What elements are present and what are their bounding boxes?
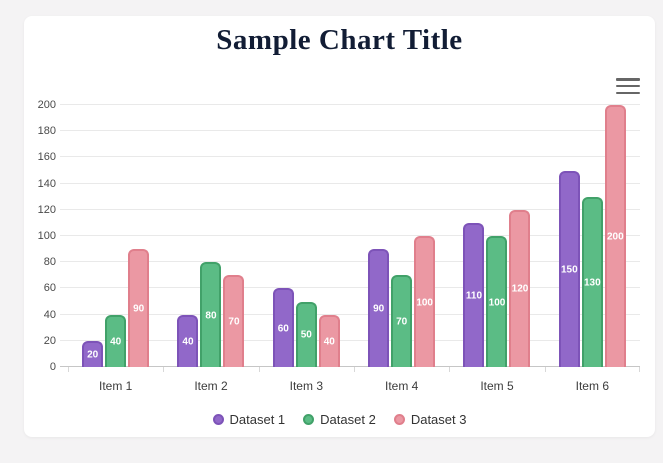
- chart-plot-area: 0 20 40 60 80 100 120 140 160 180 200 20 40 90 Item 1 4…: [38, 99, 640, 393]
- x-axis-tick: [544, 367, 546, 372]
- y-axis-tick-label: 180: [37, 125, 56, 138]
- bar-group-item-5: 110 100 120: [449, 209, 544, 367]
- bar-value-label: 60: [277, 323, 289, 335]
- gridline: [60, 287, 640, 289]
- bar-dataset-1-item-6[interactable]: 150: [558, 170, 580, 367]
- bar-group-item-3: 60 50 40: [259, 288, 354, 367]
- legend-label: Dataset 2: [320, 412, 376, 427]
- bar-value-label: 80: [205, 310, 217, 322]
- y-axis-tick-label: 0: [49, 361, 56, 373]
- bar-group-item-6: 150 130 200: [545, 105, 640, 367]
- x-axis-label-item-4: Item 4: [384, 379, 419, 393]
- chart-legend: Dataset 1 Dataset 2 Dataset 3: [24, 412, 655, 427]
- x-axis-label-item-5: Item 5: [480, 379, 514, 393]
- bar-dataset-1-item-4[interactable]: 90: [368, 249, 390, 367]
- chart-menu-button[interactable]: [616, 78, 640, 94]
- bar-dataset-1-item-2[interactable]: 40: [177, 314, 199, 367]
- bar-value-label: 20: [87, 349, 99, 361]
- x-axis-tick: [163, 367, 165, 372]
- gridline: [60, 339, 640, 341]
- gridline: [60, 208, 640, 210]
- legend-swatch-icon: [212, 414, 224, 425]
- bar-dataset-2-item-6[interactable]: 130: [581, 196, 603, 367]
- x-axis-tick: [449, 367, 451, 372]
- x-axis-label-item-1: Item 1: [98, 379, 133, 393]
- bar-dataset-2-item-2[interactable]: 80: [200, 262, 222, 367]
- gridline: [60, 104, 640, 105]
- bar-value-label: 40: [323, 336, 335, 348]
- legend-label: Dataset 1: [229, 412, 286, 427]
- bar-value-label: 200: [606, 231, 624, 243]
- bar-dataset-2-item-1[interactable]: 40: [105, 314, 127, 367]
- legend-swatch-icon: [393, 414, 405, 425]
- x-axis-label-item-2: Item 2: [194, 379, 228, 393]
- y-axis-tick-label: 60: [43, 282, 56, 295]
- bar-group-item-4: 90 70 100: [354, 236, 449, 367]
- bar-group-item-1: 20 40 90: [68, 249, 163, 367]
- bar-dataset-1-item-5[interactable]: 110: [463, 222, 485, 367]
- bar-dataset-3-item-2[interactable]: 70: [223, 275, 245, 367]
- x-axis-line: [60, 366, 640, 367]
- gridline: [60, 261, 640, 263]
- bar-dataset-3-item-3[interactable]: 40: [318, 314, 340, 367]
- bar-dataset-3-item-4[interactable]: 100: [414, 236, 436, 367]
- bar-value-label: 90: [133, 303, 145, 315]
- gridline: [60, 313, 640, 315]
- y-axis-tick-label: 160: [37, 151, 56, 164]
- bar-value-label: 100: [416, 297, 433, 308]
- bar-dataset-3-item-6[interactable]: 200: [604, 105, 626, 367]
- y-axis-tick-label: 120: [37, 203, 56, 216]
- x-axis-label-item-3: Item 3: [289, 379, 323, 393]
- hamburger-menu-icon: [616, 78, 640, 94]
- gridline: [60, 156, 640, 158]
- y-axis-tick-label: 80: [43, 256, 56, 269]
- y-axis-tick-label: 140: [37, 177, 56, 190]
- x-axis-tick: [354, 367, 355, 372]
- bar-value-label: 100: [488, 297, 506, 308]
- y-axis-tick-label: 20: [43, 334, 56, 347]
- bar-value-label: 70: [396, 316, 408, 328]
- bar-dataset-1-item-1[interactable]: 20: [82, 340, 104, 367]
- bar-value-label: 110: [465, 290, 483, 302]
- legend-item-dataset-3[interactable]: Dataset 3: [393, 412, 467, 427]
- legend-item-dataset-1[interactable]: Dataset 1: [212, 412, 286, 427]
- bar-dataset-1-item-3[interactable]: 60: [272, 288, 294, 367]
- bar-value-label: 90: [373, 303, 385, 315]
- x-axis-tick: [258, 367, 260, 372]
- x-axis-tick: [68, 367, 69, 372]
- bar-dataset-2-item-4[interactable]: 70: [391, 275, 413, 367]
- bar-value-label: 40: [182, 336, 194, 348]
- bar-value-label: 130: [583, 277, 601, 289]
- bar-group-item-2: 40 80 70: [163, 262, 258, 367]
- y-axis-tick-label: 100: [37, 230, 56, 242]
- bar-dataset-3-item-5[interactable]: 120: [509, 209, 531, 367]
- y-axis-tick-label: 200: [37, 99, 56, 111]
- bar-dataset-3-item-1[interactable]: 90: [128, 249, 150, 367]
- gridline: [60, 182, 640, 184]
- gridline: [60, 235, 640, 236]
- chart-title: Sample Chart Title: [216, 24, 463, 56]
- bar-value-label: 40: [110, 336, 122, 348]
- bar-dataset-2-item-3[interactable]: 50: [295, 301, 317, 367]
- bar-value-label: 120: [511, 283, 529, 295]
- chart-card: Sample Chart Title 0 20 40 60 80 100 120 140 160…: [24, 16, 655, 437]
- legend-label: Dataset 3: [410, 412, 467, 427]
- legend-swatch-icon: [303, 414, 315, 425]
- bar-dataset-2-item-5[interactable]: 100: [486, 236, 508, 367]
- legend-item-dataset-2[interactable]: Dataset 2: [303, 412, 376, 427]
- bar-value-label: 70: [228, 316, 240, 328]
- gridline: [60, 130, 640, 132]
- x-axis-label-item-6: Item 6: [575, 379, 609, 393]
- bar-value-label: 50: [300, 329, 312, 341]
- x-axis-tick: [639, 367, 640, 372]
- y-axis-tick-label: 40: [43, 308, 56, 321]
- bar-value-label: 150: [560, 264, 578, 276]
